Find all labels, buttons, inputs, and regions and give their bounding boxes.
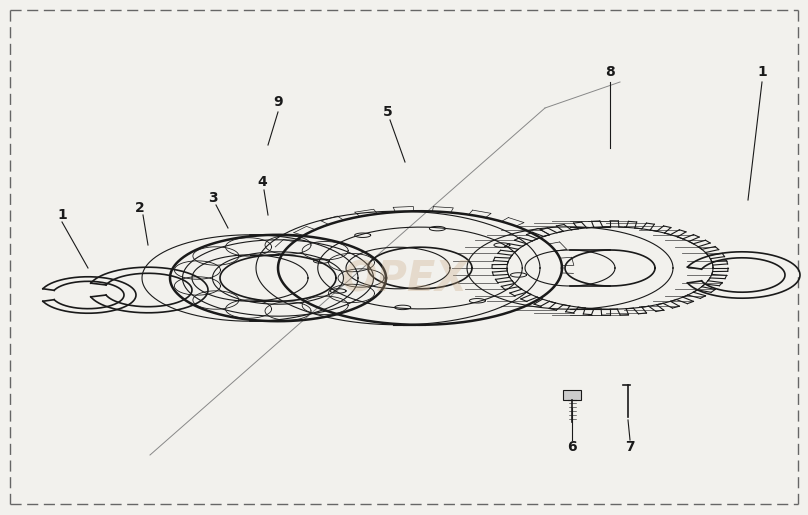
Text: 6: 6 bbox=[567, 440, 577, 454]
Text: 3: 3 bbox=[208, 191, 218, 205]
Text: 2: 2 bbox=[135, 201, 145, 215]
Text: 1: 1 bbox=[57, 208, 67, 222]
Text: 9: 9 bbox=[273, 95, 283, 109]
Text: 7: 7 bbox=[625, 440, 635, 454]
Text: 5: 5 bbox=[383, 105, 393, 119]
Text: ОРЕХ: ОРЕХ bbox=[342, 259, 468, 301]
Text: 4: 4 bbox=[257, 175, 267, 189]
Bar bbox=[563, 390, 581, 400]
Text: 8: 8 bbox=[605, 65, 615, 79]
Text: 1: 1 bbox=[757, 65, 767, 79]
